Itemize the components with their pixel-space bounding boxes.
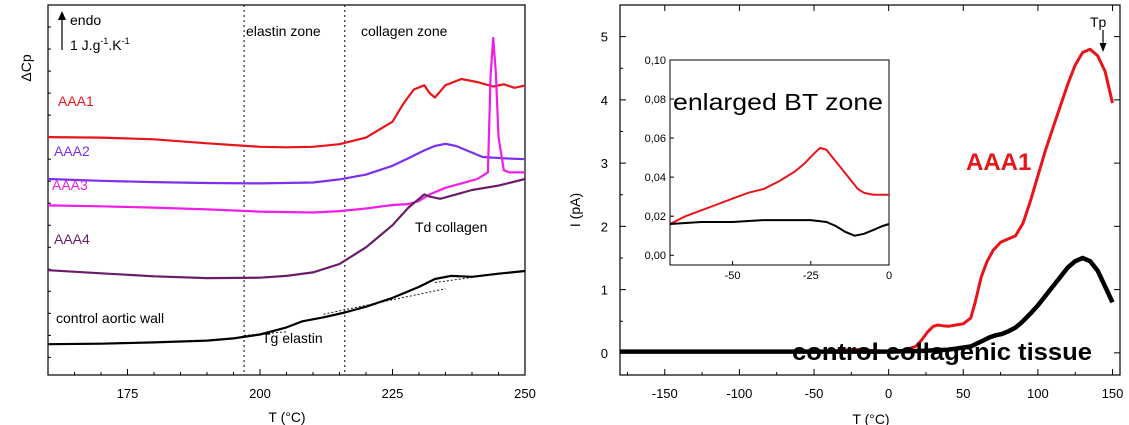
aaa1-big-label: AAA1 bbox=[966, 149, 1031, 176]
right-x-tick-label: -100 bbox=[726, 386, 752, 401]
inset-x-tick-label: -25 bbox=[803, 270, 819, 282]
inset-y-tick-label: 0,04 bbox=[645, 172, 666, 184]
collagen-zone-label: collagen zone bbox=[361, 23, 448, 39]
series-line-aaa4 bbox=[47, 177, 526, 280]
right-x-tick-label: 100 bbox=[1027, 386, 1049, 401]
right-x-tick-label: 150 bbox=[1102, 386, 1124, 401]
left-axis-ticks: 175 200 225 250 bbox=[48, 26, 536, 401]
right-chart: -150 -100 -50 0 50 100 150 0 1 2 3 4 5 I (pA) T (°C)… bbox=[567, 4, 1124, 425]
inset-chart: -50 -25 0 0,00 0,02 0,04 0,06 0,08 0,10 enlarged… bbox=[645, 55, 892, 282]
inset-y-tick-label: 0,06 bbox=[645, 133, 666, 145]
series-label-aaa1: AAA1 bbox=[58, 93, 94, 109]
right-y-tick-label: 3 bbox=[601, 156, 608, 171]
left-series-group bbox=[47, 36, 526, 346]
scale-label: 1 J.g-1.K-1 bbox=[70, 36, 130, 53]
series-label-aaa3: AAA3 bbox=[52, 177, 88, 193]
left-x-tick-label: 225 bbox=[382, 386, 404, 401]
series-line-aaa2 bbox=[47, 142, 526, 185]
series-label-aaa2: AAA2 bbox=[54, 143, 90, 159]
inset-y-tick-label: 0,08 bbox=[645, 94, 666, 106]
series-label-control-aortic-wall: control aortic wall bbox=[56, 310, 164, 326]
left-y-axis-label: ΔCp bbox=[18, 54, 34, 81]
inset-y-tick-label: 0,10 bbox=[645, 55, 666, 67]
left-x-axis-label: T (°C) bbox=[268, 409, 305, 425]
left-chart: 175 200 225 250 ΔCp T (°C) endo 1 J.g-1.K-1… bbox=[18, 4, 536, 425]
series-line-aaa3 bbox=[47, 36, 525, 214]
endo-label: endo bbox=[70, 12, 101, 28]
inset-series-group bbox=[669, 146, 890, 237]
inset-y-tick-label: 0,00 bbox=[645, 250, 666, 262]
tp-label: Tp bbox=[1090, 14, 1107, 30]
right-y-tick-label: 4 bbox=[601, 93, 608, 108]
inset-series-line-1 bbox=[669, 219, 890, 237]
tg-elastin-label: Tg elastin bbox=[262, 330, 323, 346]
scale-sup-2: -1 bbox=[122, 36, 130, 46]
right-x-tick-label: -50 bbox=[805, 386, 824, 401]
right-x-tick-label: -150 bbox=[652, 386, 678, 401]
tangent-lines bbox=[244, 270, 520, 336]
left-x-tick-label: 200 bbox=[249, 386, 271, 401]
right-axis-ticks: -150 -100 -50 0 50 100 150 0 1 2 3 4 5 bbox=[601, 5, 1124, 401]
scale-main: 1 J.g bbox=[70, 37, 100, 53]
inset-y-tick-label: 0,02 bbox=[645, 211, 666, 223]
right-y-tick-label: 0 bbox=[601, 346, 608, 361]
control-collagenic-label: control collagenic tissue bbox=[792, 339, 1092, 366]
series-label-aaa4: AAA4 bbox=[54, 231, 90, 247]
right-y-tick-label: 5 bbox=[601, 30, 608, 45]
right-series-group bbox=[620, 47, 1115, 354]
endo-arrowhead-icon bbox=[58, 11, 66, 20]
inset-plot-frame bbox=[669, 59, 890, 266]
td-collagen-label: Td collagen bbox=[415, 219, 487, 235]
zone-dividers bbox=[243, 5, 346, 375]
inset-x-tick-label: -50 bbox=[725, 270, 741, 282]
right-x-tick-label: 0 bbox=[885, 386, 892, 401]
elastin-zone-label: elastin zone bbox=[246, 23, 321, 39]
right-y-axis-label: I (pA) bbox=[567, 193, 583, 227]
inset-title: enlarged BT zone bbox=[673, 89, 883, 115]
inset-x-tick-label: 0 bbox=[886, 270, 892, 282]
series-line-control-aortic-wall bbox=[47, 269, 526, 346]
tp-arrowhead-icon bbox=[1099, 43, 1107, 52]
series-line-aaa1 bbox=[47, 77, 526, 149]
right-y-tick-label: 1 bbox=[601, 283, 608, 298]
right-plot-frame bbox=[619, 4, 1121, 376]
right-x-axis-label: T (°C) bbox=[852, 411, 889, 425]
right-x-tick-label: 50 bbox=[956, 386, 970, 401]
right-y-tick-label: 2 bbox=[601, 219, 608, 234]
left-x-tick-label: 175 bbox=[117, 386, 139, 401]
series-line-control-collagenic-tissue bbox=[620, 255, 1115, 354]
inset-axis-ticks: -50 -25 0 0,00 0,02 0,04 0,06 0,08 0,10 bbox=[645, 55, 892, 282]
scale-sup-1: -1 bbox=[100, 36, 108, 46]
tangent-line bbox=[323, 288, 446, 315]
left-x-tick-label: 250 bbox=[514, 386, 536, 401]
inset-series-line-0 bbox=[669, 146, 889, 225]
scale-mid: .K bbox=[108, 37, 122, 53]
